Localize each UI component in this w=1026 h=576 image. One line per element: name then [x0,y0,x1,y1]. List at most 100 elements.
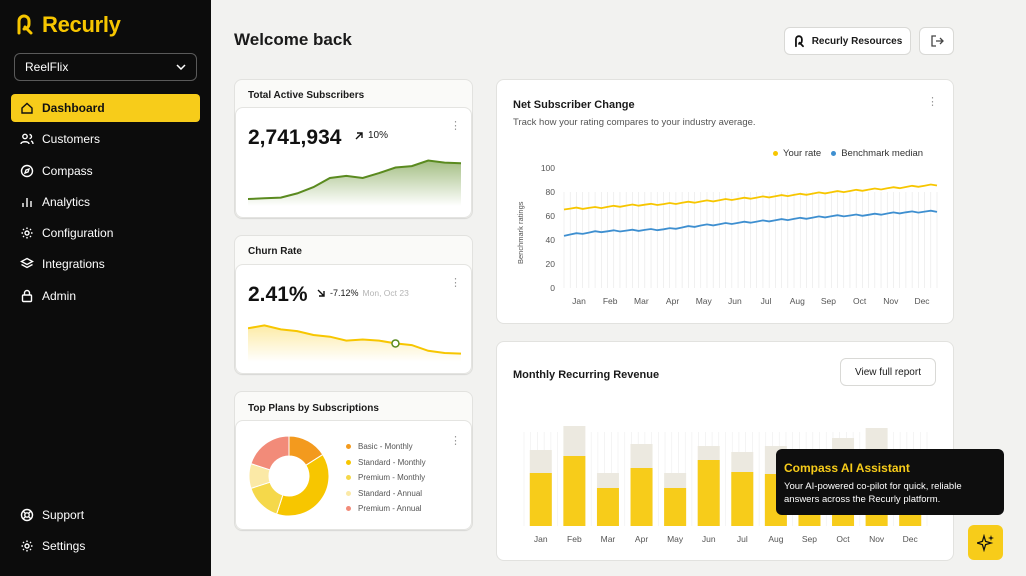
recurly-logo[interactable]: Recurly [14,12,121,38]
sidebar: Recurly ReelFlix Dashboard Customers Compa… [0,0,211,576]
card-title: Net Subscriber Change [513,99,635,111]
gear-icon [21,540,33,552]
sidebar-item-label: Analytics [42,194,91,209]
legend-label: Benchmark median [841,148,924,159]
bar-chart-icon [22,197,32,207]
sidebar-item-label: Support [42,508,85,522]
bar [630,468,653,526]
bar [664,488,687,526]
sparkline-area [248,160,461,206]
sidebar-item-compass[interactable]: Compass [11,157,200,185]
y-axis-label: Benchmark ratings [516,201,525,264]
x-tick-label: Oct [853,296,867,306]
sidebar-item-analytics[interactable]: Analytics [11,188,200,216]
legend-label: Your rate [783,148,822,159]
x-tick-label: Jun [702,534,716,544]
legend-dot [346,475,351,481]
more-options-icon[interactable]: ⋮ [450,277,461,289]
y-tick-label: 20 [546,259,556,269]
churn-sparkline [248,324,461,362]
sidebar-item-dashboard[interactable]: Dashboard [11,94,200,122]
plans-panel: Basic - Monthly Standard - Monthly Premium… [235,420,472,530]
y-tick-label: 40 [546,235,556,245]
y-tick-label: 60 [546,211,556,221]
sidebar-item-label: Admin [42,288,77,303]
bar [563,456,586,526]
churn-panel: 2.41% -7.12% Mon, Oct 23 ⋮ [235,264,472,374]
org-select[interactable]: ReelFlix [14,53,197,81]
x-tick-label: Jun [728,296,742,306]
more-options-icon[interactable]: ⋮ [450,120,461,132]
sparkline-line [248,159,461,200]
legend-label: Standard - Annual [358,488,423,498]
x-tick-label: Dec [903,534,919,544]
legend-item: Benchmark median [831,148,923,159]
y-tick-label: 100 [541,163,555,173]
legend-item: Standard - Annual [346,486,426,502]
bar [697,460,720,526]
layers-icon [20,258,34,269]
sidebar-item-label: Settings [42,539,86,554]
sparkline-area [248,325,461,362]
legend-dot [346,459,351,465]
assistant-tooltip: Compass AI Assistant Your AI-powered co-… [776,449,1004,515]
x-tick-label: Mar [634,296,649,306]
x-tick-label: Feb [567,534,582,544]
sidebar-item-customers[interactable]: Customers [11,125,200,153]
more-options-icon[interactable]: ⋮ [927,96,938,108]
sidebar-item-support[interactable]: Support [11,501,200,529]
sparkline-line [248,324,461,355]
compass-icon [20,164,34,177]
legend-item: Premium - Annual [346,501,426,517]
legend-dot-blue [831,151,837,156]
arrow-up-right-icon [355,131,363,139]
resources-label: Recurly Resources [811,35,903,47]
net-change-card: Net Subscriber Change Track how your rat… [496,79,954,324]
recurly-resources-button[interactable]: Recurly Resources [784,27,911,55]
card-title: Top Plans by Subscriptions [248,403,379,414]
y-tick-label: 80 [546,187,556,197]
brand-name: Recurly [42,12,121,37]
sidebar-item-integrations[interactable]: Integrations [11,250,200,278]
x-tick-label: Jul [761,296,772,306]
users-icon [20,133,34,145]
legend-dot-yellow [773,151,778,156]
churn-delta: -7.12% Mon, Oct 23 [316,288,409,298]
x-tick-label: May [667,534,684,544]
more-options-icon[interactable]: ⋮ [450,435,461,447]
recurly-logo-icon [17,14,33,35]
legend-dot [346,444,351,450]
subscribers-panel: 2,741,934 10% ⋮ [235,107,472,218]
series-line [563,183,938,211]
legend-dot [346,490,351,496]
x-tick-label: Apr [635,534,648,544]
page-title: Welcome back [234,30,352,49]
sidebar-item-admin[interactable]: Admin [11,282,200,310]
subscribers-value: 2,741,934 [248,126,342,149]
bar [529,473,552,526]
subscribers-delta-value: 10% [368,130,389,141]
legend-dot [346,506,351,512]
x-tick-label: Jan [534,534,548,544]
legend-item: Standard - Monthly [346,455,426,471]
logout-button[interactable] [919,27,954,55]
chevron-down-icon [176,64,186,70]
subscribers-sparkline [248,159,461,206]
sidebar-item-settings[interactable]: Settings [11,532,200,560]
bar [731,472,754,526]
main-nav: Dashboard Customers Compass Analytics Config… [11,94,200,313]
x-tick-label: Nov [883,296,899,306]
ai-assistant-button[interactable] [968,525,1003,560]
home-icon [21,102,33,114]
bar [596,488,619,526]
sparkle-icon [976,533,994,552]
sidebar-item-label: Compass [42,163,93,178]
view-full-report-button[interactable]: View full report [840,358,936,386]
lock-icon [21,289,33,302]
legend-label: Premium - Monthly [358,473,426,483]
legend-label: Standard - Monthly [358,457,426,467]
sidebar-item-configuration[interactable]: Configuration [11,219,200,247]
lifebuoy-icon [20,508,34,522]
legend-item: Basic - Monthly [346,439,426,455]
highlight-point [391,339,400,348]
